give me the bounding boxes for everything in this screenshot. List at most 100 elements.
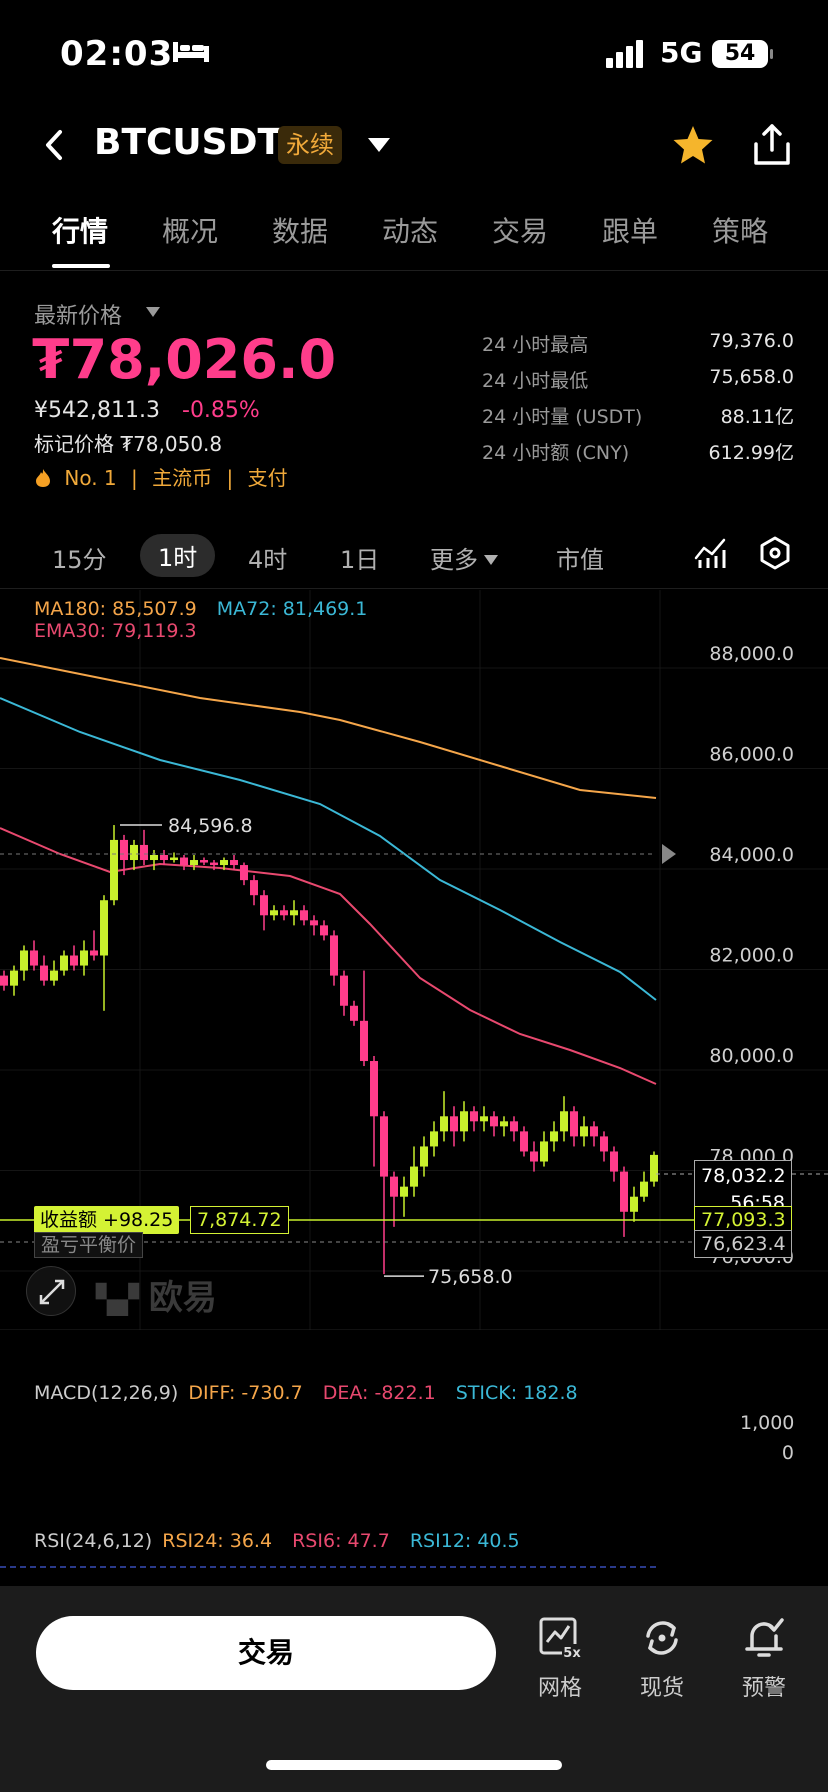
candle-body: [470, 1111, 478, 1122]
candle-body: [110, 839, 118, 901]
nav-spot[interactable]: 现货: [622, 1616, 702, 1702]
back-arrow-icon[interactable]: [40, 128, 70, 162]
fire-icon: [36, 469, 50, 487]
candle-body: [270, 910, 278, 916]
candle-body: [300, 910, 308, 921]
chevron-down-icon[interactable]: [368, 138, 390, 152]
stat-value: 79,376.0: [709, 330, 794, 352]
tab-strategy[interactable]: 策略: [712, 215, 769, 248]
macd-stick: STICK: 182.8: [455, 1382, 578, 1404]
interval-bar: 15分 1时 4时 1日 更多 市值: [0, 530, 828, 580]
candle-body: [250, 880, 258, 896]
candle-body: [380, 1116, 388, 1177]
tab-overview[interactable]: 概况: [162, 215, 219, 248]
y-tick-label: 86,000.0: [709, 744, 794, 766]
stat-value: 612.99亿: [708, 442, 794, 464]
kline-chart[interactable]: 88,000.0 86,000.0 84,000.0 82,000.0 80,000.0…: [0, 590, 828, 1330]
pnl-badge[interactable]: 收益额 +98.25: [34, 1206, 180, 1234]
candle-body: [620, 1171, 628, 1212]
status-time: 02:03: [60, 34, 174, 74]
candle-body: [610, 1151, 618, 1172]
trade-button[interactable]: 交易: [36, 1616, 496, 1690]
candle-body: [200, 860, 208, 863]
candle-body: [600, 1136, 608, 1152]
candle-body: [440, 1116, 448, 1132]
candle-body: [420, 1146, 428, 1167]
main-tabs: 行情 概况 数据 动态 交易 跟单 策略: [0, 210, 828, 270]
cellular-signal-icon: [606, 40, 643, 68]
interval-1h[interactable]: 1时: [140, 534, 216, 577]
nav-alert[interactable]: 预警: [724, 1616, 804, 1702]
price-change: -0.85%: [182, 398, 260, 423]
tab-data[interactable]: 数据: [272, 215, 329, 248]
spot-icon: [646, 1621, 678, 1655]
macd-tick-0: 0: [781, 1442, 794, 1464]
tab-trade[interactable]: 交易: [492, 215, 549, 248]
interval-15m[interactable]: 15分: [52, 546, 107, 574]
payment-tag[interactable]: 支付: [247, 466, 288, 490]
latest-price-label[interactable]: 最新价格: [34, 304, 123, 329]
last-price: ₮78,026.0: [32, 328, 337, 391]
rsi-legend: RSI(24,6,12) RSI24: 36.4 RSI6: 47.7 RSI1…: [34, 1530, 520, 1552]
symbol-title[interactable]: BTCUSDT: [94, 122, 283, 163]
candle-body: [630, 1196, 638, 1212]
candle-body: [550, 1131, 558, 1142]
caret-down-icon[interactable]: [146, 307, 160, 317]
candle-body: [70, 955, 78, 966]
position-size-tag: 7,874.72: [190, 1206, 289, 1234]
candle-body: [450, 1116, 458, 1132]
candle-body: [210, 862, 218, 866]
rank-tag[interactable]: No. 1: [64, 466, 117, 490]
fullscreen-button[interactable]: [26, 1266, 76, 1316]
favorite-star-icon[interactable]: [672, 124, 714, 166]
rsi12: RSI12: 40.5: [409, 1530, 520, 1552]
stat-24h-turnover: 24 小时额 (CNY) 612.99亿: [482, 438, 794, 465]
candle-body: [460, 1111, 468, 1132]
breakeven-price-tag: 76,623.4: [694, 1230, 792, 1258]
high-label: 84,596.8: [168, 815, 253, 837]
candle-body: [140, 844, 148, 861]
candle-body: [400, 1186, 408, 1197]
candle-body: [410, 1166, 418, 1187]
nav-label: 预警: [741, 1676, 786, 1701]
nav-grid-bot[interactable]: 5x 网格: [520, 1616, 600, 1702]
candle-body: [80, 950, 88, 966]
candle-body: [10, 970, 18, 986]
tab-market[interactable]: 行情: [52, 215, 109, 248]
candle-body: [350, 1005, 358, 1021]
candle-body: [30, 950, 38, 966]
network-type: 5G: [660, 36, 703, 69]
share-icon[interactable]: [752, 124, 792, 166]
interval-more-label: 更多: [430, 546, 478, 574]
candle-body: [50, 970, 58, 981]
candle-body: [310, 920, 318, 926]
grid-multiplier-badge: 5x: [563, 1646, 581, 1660]
ma72-label: MA72: 81,469.1: [216, 598, 368, 620]
interval-1d[interactable]: 1日: [340, 546, 380, 574]
indicator-icon[interactable]: [694, 536, 728, 570]
interval-more[interactable]: 更多: [430, 540, 498, 575]
tab-copy-trading[interactable]: 跟单: [602, 215, 659, 248]
macd-title: MACD(12,26,9): [34, 1382, 179, 1404]
candle-body: [360, 1020, 368, 1062]
rsi24: RSI24: 36.4: [162, 1530, 273, 1552]
interval-4h[interactable]: 4时: [248, 546, 288, 574]
interval-market-cap[interactable]: 市值: [556, 546, 604, 574]
ema30-label: EMA30: 79,119.3: [34, 620, 197, 642]
breakeven-label: 盈亏平衡价: [34, 1232, 144, 1258]
y-tick-label: 80,000.0: [709, 1045, 794, 1067]
caret-down-icon: [484, 555, 498, 565]
watermark-text: 欧易: [148, 1278, 217, 1318]
candle-body: [100, 900, 108, 956]
rsi6: RSI6: 47.7: [292, 1530, 390, 1552]
category-tag[interactable]: 主流币: [152, 466, 213, 490]
candle-body: [510, 1121, 518, 1132]
divider: [0, 588, 828, 589]
tab-feed[interactable]: 动态: [382, 215, 439, 248]
candle-body: [570, 1111, 578, 1137]
candle-body: [230, 860, 238, 866]
candle-body: [40, 965, 48, 981]
settings-hex-icon[interactable]: [758, 536, 792, 570]
ma72-line: [0, 697, 657, 1001]
stat-24h-high: 24 小时最高 79,376.0: [482, 330, 794, 357]
